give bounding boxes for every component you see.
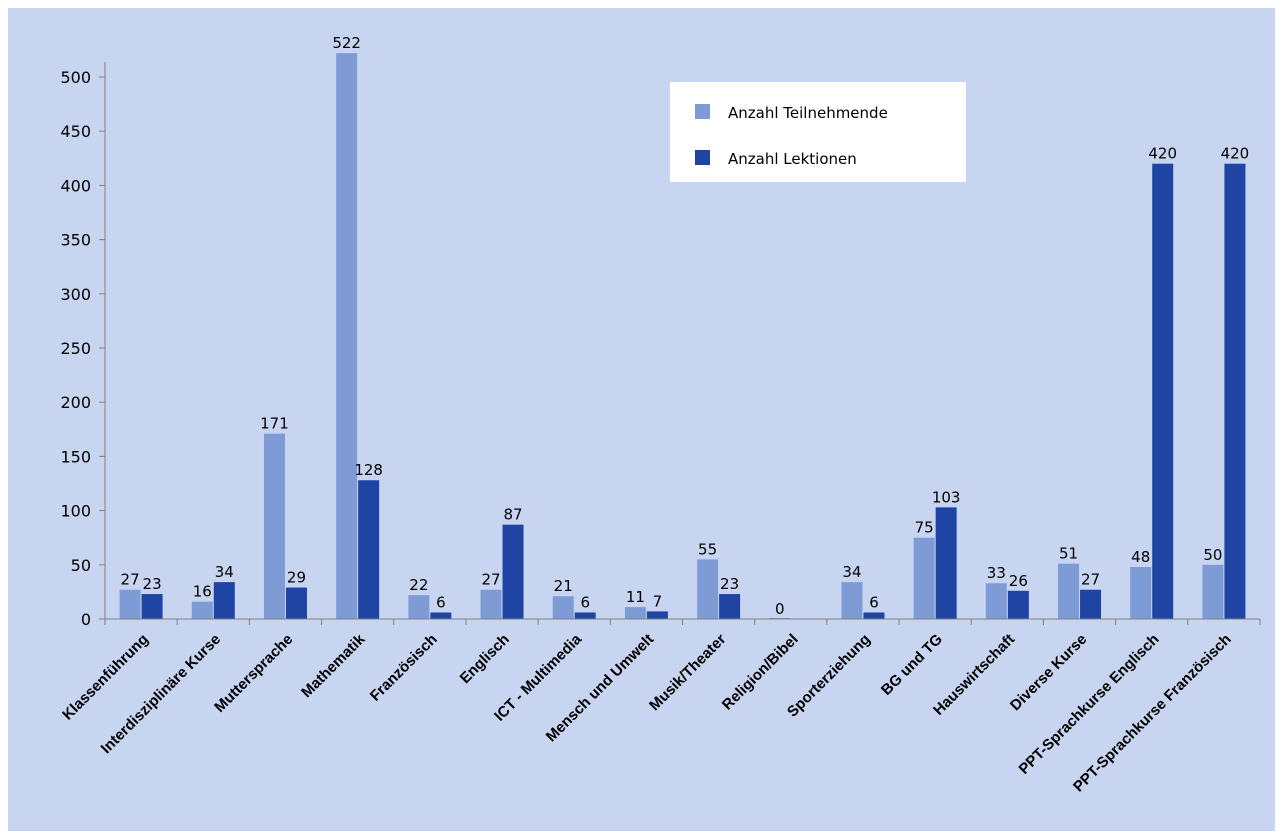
value-label-lektionen-10: 6: [869, 593, 879, 611]
bar-lektionen-5: [502, 524, 524, 619]
legend-label-teilnehmende: Anzahl Teilnehmende: [728, 104, 888, 122]
bar-teilnehmende-3: [336, 53, 358, 620]
value-label-teilnehmende-0: 27: [121, 571, 140, 589]
value-label-lektionen-6: 6: [580, 593, 590, 611]
legend-swatch-teilnehmende: [695, 104, 710, 119]
value-label-lektionen-0: 23: [143, 575, 162, 593]
y-tick-label: 100: [60, 502, 91, 521]
y-tick-label: 500: [60, 68, 91, 87]
y-tick-label: 300: [60, 285, 91, 304]
value-label-lektionen-14: 420: [1148, 145, 1177, 163]
value-label-lektionen-12: 26: [1009, 572, 1028, 590]
value-label-teilnehmende-5: 27: [481, 571, 500, 589]
y-tick-label: 50: [71, 556, 91, 575]
bar-teilnehmende-15: [1202, 564, 1224, 619]
bar-lektionen-6: [574, 612, 596, 619]
y-tick-label: 400: [60, 176, 91, 195]
bar-teilnehmende-2: [263, 433, 285, 619]
value-label-teilnehmende-7: 11: [626, 588, 645, 606]
bar-lektionen-4: [430, 612, 452, 619]
bar-lektionen-3: [358, 480, 380, 619]
value-label-teilnehmende-10: 34: [842, 563, 861, 581]
value-label-teilnehmende-14: 48: [1131, 548, 1150, 566]
y-tick-label: 250: [60, 339, 91, 358]
value-label-lektionen-4: 6: [436, 593, 446, 611]
value-label-teilnehmende-4: 22: [409, 576, 428, 594]
bar-lektionen-10: [863, 612, 885, 619]
bar-lektionen-15: [1224, 163, 1246, 619]
bars-layer: [119, 53, 1246, 620]
value-label-teilnehmende-13: 51: [1059, 545, 1078, 563]
legend: Anzahl Teilnehmende Anzahl Lektionen: [670, 82, 966, 182]
value-label-teilnehmende-15: 50: [1203, 546, 1222, 564]
bar-lektionen-12: [1007, 590, 1029, 619]
bar-lektionen-13: [1080, 589, 1102, 619]
bar-teilnehmende-12: [985, 583, 1007, 619]
bar-teilnehmende-8: [697, 559, 719, 619]
bar-lektionen-2: [285, 587, 307, 619]
bar-teilnehmende-14: [1130, 566, 1152, 619]
legend-swatch-lektionen: [695, 150, 710, 165]
bar-lektionen-1: [213, 582, 235, 619]
value-label-teilnehmende-9: 0: [775, 600, 785, 618]
value-label-lektionen-15: 420: [1221, 145, 1250, 163]
bar-teilnehmende-0: [119, 589, 141, 619]
value-label-lektionen-11: 103: [932, 488, 961, 506]
bar-teilnehmende-7: [624, 607, 646, 619]
legend-label-lektionen: Anzahl Lektionen: [728, 150, 857, 168]
value-label-teilnehmende-2: 171: [260, 415, 289, 433]
bar-lektionen-0: [141, 594, 163, 619]
bar-lektionen-14: [1152, 163, 1174, 619]
value-label-lektionen-1: 34: [215, 563, 234, 581]
bar-lektionen-11: [935, 507, 957, 619]
value-label-lektionen-5: 87: [503, 506, 522, 524]
y-tick-label: 200: [60, 393, 91, 412]
bar-lektionen-8: [719, 594, 741, 619]
value-label-lektionen-13: 27: [1081, 571, 1100, 589]
bar-teilnehmende-6: [552, 596, 574, 619]
value-label-teilnehmende-12: 33: [987, 564, 1006, 582]
y-tick-label: 0: [81, 610, 91, 629]
plot-area: [8, 8, 1275, 831]
legend-box: [670, 82, 966, 182]
bar-lektionen-7: [646, 611, 668, 619]
bar-teilnehmende-5: [480, 589, 502, 619]
y-tick-label: 150: [60, 447, 91, 466]
bar-teilnehmende-11: [913, 537, 935, 619]
value-label-teilnehmende-1: 16: [193, 583, 212, 601]
value-label-lektionen-2: 29: [287, 569, 306, 587]
value-label-teilnehmende-11: 75: [915, 519, 934, 537]
bar-teilnehmende-4: [408, 595, 430, 619]
y-tick-label: 450: [60, 122, 91, 141]
bar-teilnehmende-1: [191, 601, 213, 619]
bar-teilnehmende-10: [841, 582, 863, 619]
value-label-lektionen-8: 23: [720, 575, 739, 593]
value-label-teilnehmende-8: 55: [698, 540, 717, 558]
value-label-teilnehmende-3: 522: [332, 34, 361, 52]
y-tick-label: 350: [60, 231, 91, 250]
bar-teilnehmende-13: [1058, 563, 1080, 619]
value-label-teilnehmende-6: 21: [554, 577, 573, 595]
value-label-lektionen-3: 128: [354, 461, 383, 479]
value-label-lektionen-7: 7: [653, 592, 663, 610]
